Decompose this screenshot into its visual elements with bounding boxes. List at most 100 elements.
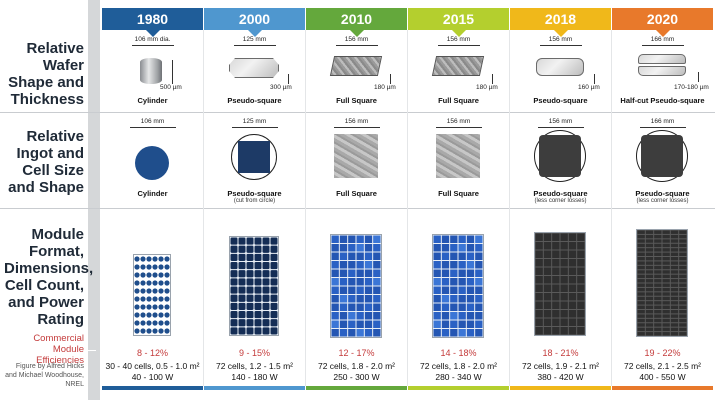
- module-cell: [654, 327, 662, 332]
- module-cell: [230, 245, 238, 253]
- module-cell: [348, 312, 356, 320]
- module-spec-power: 140 - 180 W: [231, 372, 278, 382]
- module-cell: [339, 261, 348, 269]
- module-cell: [262, 270, 270, 278]
- module-cell: [679, 279, 687, 283]
- module-cell: [645, 292, 654, 296]
- module-cell: [134, 280, 140, 286]
- module-cell: [670, 265, 679, 270]
- module-cell: [670, 234, 679, 239]
- year-header-0: 1980: [102, 8, 203, 37]
- module-cell: [560, 250, 568, 258]
- ingot-dimension-line: [538, 127, 584, 128]
- module-cell: [331, 320, 339, 328]
- module-cell: [356, 261, 364, 269]
- module-cell: [679, 243, 687, 248]
- module-cell: [339, 286, 348, 294]
- module-cell: [645, 239, 654, 243]
- wafer-dimension: 166 mm: [650, 36, 675, 43]
- module-cell: [645, 234, 654, 239]
- module-cell: [679, 248, 687, 252]
- module-cell: [552, 327, 560, 335]
- module-cell: [637, 327, 645, 332]
- module-cell: [679, 283, 687, 287]
- cell-square: [238, 141, 270, 173]
- module-cell: [670, 243, 679, 248]
- module-cell: [373, 235, 381, 243]
- module-panel: [133, 254, 171, 336]
- module-cell: [670, 323, 679, 327]
- ingot-dimension: 156 mm: [446, 118, 471, 125]
- module-cell: [262, 302, 270, 310]
- column-divider: [305, 30, 306, 386]
- module-cell: [134, 304, 140, 310]
- module-cell: [373, 261, 381, 269]
- module-cell: [637, 252, 645, 256]
- year-bottom-bar: [306, 386, 407, 390]
- module-cell: [654, 292, 662, 296]
- module-cell: [645, 318, 654, 323]
- column-divider: [407, 30, 408, 386]
- module-cell: [134, 296, 140, 302]
- module-cell: [164, 304, 170, 310]
- module-spec-power: 40 - 100 W: [131, 372, 174, 382]
- ingot-caption: Pseudo-square: [533, 189, 588, 198]
- ingot-circle: [135, 146, 169, 180]
- module-cell: [552, 318, 560, 326]
- module-cell: [441, 244, 450, 252]
- module-cell: [348, 269, 356, 277]
- module-cell: [140, 288, 146, 294]
- module-cell: [577, 233, 585, 241]
- module-cell: [146, 296, 152, 302]
- module-spec-size: 72 cells, 1.9 - 2.1 m²: [521, 361, 599, 371]
- wafer-dimension-line: [132, 45, 174, 46]
- module-cell: [364, 295, 373, 303]
- wafer-dimension: 106 mm dia.: [134, 36, 171, 43]
- module-cell: [140, 264, 146, 270]
- module-cell: [364, 320, 373, 328]
- module-spec-power: 280 - 340 W: [435, 372, 482, 382]
- module-cell: [637, 234, 645, 239]
- column-2020: 166 mm 170-180 µm Half-cut Pseudo-square 16…: [612, 0, 713, 400]
- module-cell: [535, 327, 543, 335]
- module-cell: [458, 320, 466, 328]
- ingot-dimension-line: [130, 127, 176, 128]
- module-cell: [475, 235, 483, 243]
- module-cell: [645, 323, 654, 327]
- module-cell: [270, 253, 278, 261]
- module-cell: [543, 259, 552, 267]
- module-cell: [670, 283, 679, 287]
- module-cell: [637, 301, 645, 305]
- module-cell: [164, 312, 170, 318]
- module-cell: [373, 312, 381, 320]
- wafer-thickness: 170-180 µm: [674, 84, 709, 91]
- module-cell: [645, 332, 654, 336]
- module-cell: [645, 243, 654, 248]
- wafer-slab: [431, 56, 485, 76]
- module-cell: [450, 244, 458, 252]
- module-cell: [552, 250, 560, 258]
- module-cell: [450, 329, 458, 337]
- module-cell: [568, 327, 577, 335]
- module-cell: [670, 296, 679, 301]
- module-cell: [262, 294, 270, 302]
- module-cell: [662, 265, 670, 270]
- module-cell: [238, 286, 246, 294]
- module-cell: [152, 320, 158, 326]
- module-cell: [475, 244, 483, 252]
- module-efficiency: 19 - 22%: [644, 348, 681, 358]
- module-cell: [645, 283, 654, 287]
- module-cell: [238, 319, 246, 327]
- wafer-dimension: 156 mm: [344, 36, 369, 43]
- module-cell: [654, 239, 662, 243]
- module-cell: [475, 312, 483, 320]
- module-panel-graphic: [134, 255, 170, 335]
- module-cell: [645, 274, 654, 279]
- module-cell: [348, 261, 356, 269]
- module-cell: [364, 235, 373, 243]
- module-cell: [458, 261, 466, 269]
- module-cell: [262, 319, 270, 327]
- module-cell: [670, 239, 679, 243]
- module-cell: [645, 301, 654, 305]
- module-cell: [568, 250, 577, 258]
